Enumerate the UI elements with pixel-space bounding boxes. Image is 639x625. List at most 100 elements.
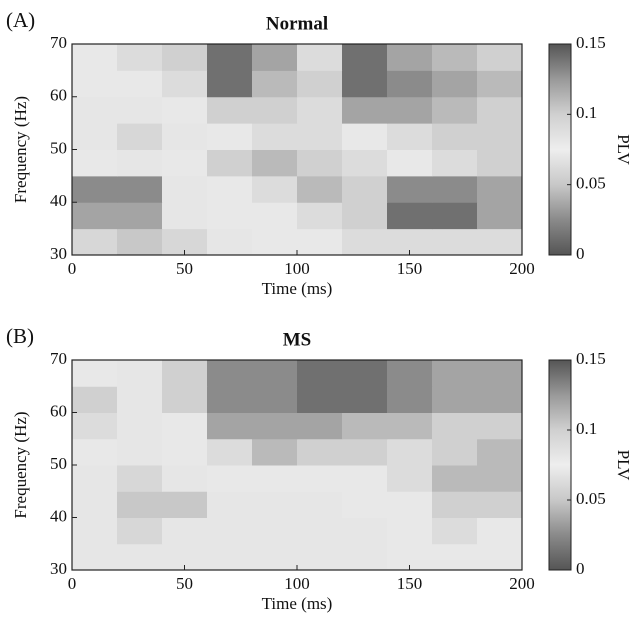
x-tick-label: 50 — [176, 574, 193, 593]
heatmap-cell — [207, 517, 253, 545]
x-tick-label: 0 — [68, 259, 77, 278]
heatmap-cell — [387, 123, 433, 150]
heatmap-cell — [252, 465, 298, 492]
heatmap-cell — [297, 96, 343, 124]
heatmap-cell — [72, 438, 118, 466]
heatmap-cell — [252, 175, 298, 203]
x-tick-label: 200 — [509, 259, 535, 278]
heatmap-cell — [72, 123, 118, 150]
heatmap-cell — [432, 438, 478, 466]
heatmap-cell — [477, 149, 523, 177]
heatmap-cell — [207, 465, 253, 492]
heatmap-cell — [207, 491, 253, 518]
heatmap-cell — [72, 96, 118, 124]
heatmap-cell — [207, 175, 253, 203]
heatmap-cell — [342, 149, 388, 177]
chart-title: Normal — [266, 13, 328, 34]
heatmap-cell — [432, 175, 478, 203]
y-axis-label: Frequency (Hz) — [11, 96, 30, 203]
heatmap-cell — [162, 465, 208, 492]
heatmap-cell — [387, 517, 433, 545]
heatmap-cell — [432, 465, 478, 492]
heatmap-cell — [297, 202, 343, 230]
heatmap-cell — [117, 465, 163, 492]
heatmap-cell — [117, 202, 163, 230]
heatmap-cell — [477, 96, 523, 124]
y-tick-label: 70 — [50, 33, 67, 52]
heatmap-cell — [117, 228, 163, 256]
heatmap-cell — [162, 96, 208, 124]
heatmap-cell — [207, 44, 253, 71]
heatmap-cell — [72, 360, 118, 387]
heatmap-cell — [297, 44, 343, 71]
heatmap-cell — [342, 543, 388, 571]
y-axis-label: Frequency (Hz) — [11, 411, 30, 518]
heatmap-cell — [207, 386, 253, 413]
heatmap-cell — [207, 123, 253, 150]
heatmap-cell — [72, 228, 118, 256]
y-tick-label: 60 — [50, 86, 67, 105]
y-tick-label: 50 — [50, 138, 67, 157]
colorbar-tick-label: 0.05 — [576, 489, 606, 508]
x-tick-label: 150 — [397, 574, 423, 593]
heatmap-cell — [432, 44, 478, 71]
heatmap-cell — [162, 149, 208, 177]
heatmap-cell — [252, 228, 298, 256]
heatmap-cell — [252, 360, 298, 387]
y-tick-label: 40 — [50, 506, 67, 525]
heatmap-cell — [432, 228, 478, 256]
heatmap-cell — [477, 465, 523, 492]
heatmap-cell — [72, 517, 118, 545]
chart-title: MS — [283, 329, 312, 350]
x-tick-label: 200 — [509, 574, 535, 593]
heatmap-cell — [252, 96, 298, 124]
heatmap-cell — [72, 175, 118, 203]
heatmap-cell — [162, 70, 208, 98]
heatmap-cell — [387, 438, 433, 466]
heatmap-cell — [162, 175, 208, 203]
heatmap-cell — [387, 70, 433, 98]
heatmap-cell — [477, 202, 523, 230]
heatmap-cell — [342, 438, 388, 466]
y-tick-label: 30 — [50, 244, 67, 263]
y-tick-label: 40 — [50, 191, 67, 210]
colorbar — [548, 43, 572, 256]
heatmap-cell — [342, 96, 388, 124]
heatmap-cell — [477, 438, 523, 466]
colorbar-tick-label: 0.1 — [576, 419, 597, 438]
x-axis-label: Time (ms) — [262, 594, 333, 613]
heatmap-cell — [342, 517, 388, 545]
heatmap-cell — [117, 412, 163, 440]
heatmap-cell — [342, 228, 388, 256]
x-axis-label: Time (ms) — [262, 279, 333, 298]
heatmap-cell — [252, 123, 298, 150]
colorbar — [548, 359, 572, 571]
heatmap-cell — [252, 491, 298, 518]
heatmap-cell — [387, 96, 433, 124]
heatmap-cell — [342, 491, 388, 518]
colorbar-tick-label: 0 — [576, 559, 585, 578]
heatmap-cell — [252, 543, 298, 571]
heatmap-cell — [117, 123, 163, 150]
heatmap-cell — [207, 412, 253, 440]
heatmap-cell — [477, 123, 523, 150]
heatmap-cell — [117, 70, 163, 98]
heatmap-cell — [162, 491, 208, 518]
heatmap-cell — [342, 70, 388, 98]
heatmap-cell — [477, 386, 523, 413]
heatmap-cell — [207, 543, 253, 571]
heatmap-cell — [72, 412, 118, 440]
heatmap-cell — [162, 44, 208, 71]
heatmap-cell — [252, 70, 298, 98]
heatmap-cell — [162, 517, 208, 545]
heatmap-cell — [72, 202, 118, 230]
heatmap-cell — [477, 543, 523, 571]
heatmap-cell — [477, 412, 523, 440]
colorbar-tick-label: 0.15 — [576, 33, 606, 52]
heatmap-cell — [162, 438, 208, 466]
heatmap-cell — [207, 96, 253, 124]
heatmap-cell — [297, 517, 343, 545]
heatmap-cell — [207, 360, 253, 387]
heatmap-cell — [117, 175, 163, 203]
